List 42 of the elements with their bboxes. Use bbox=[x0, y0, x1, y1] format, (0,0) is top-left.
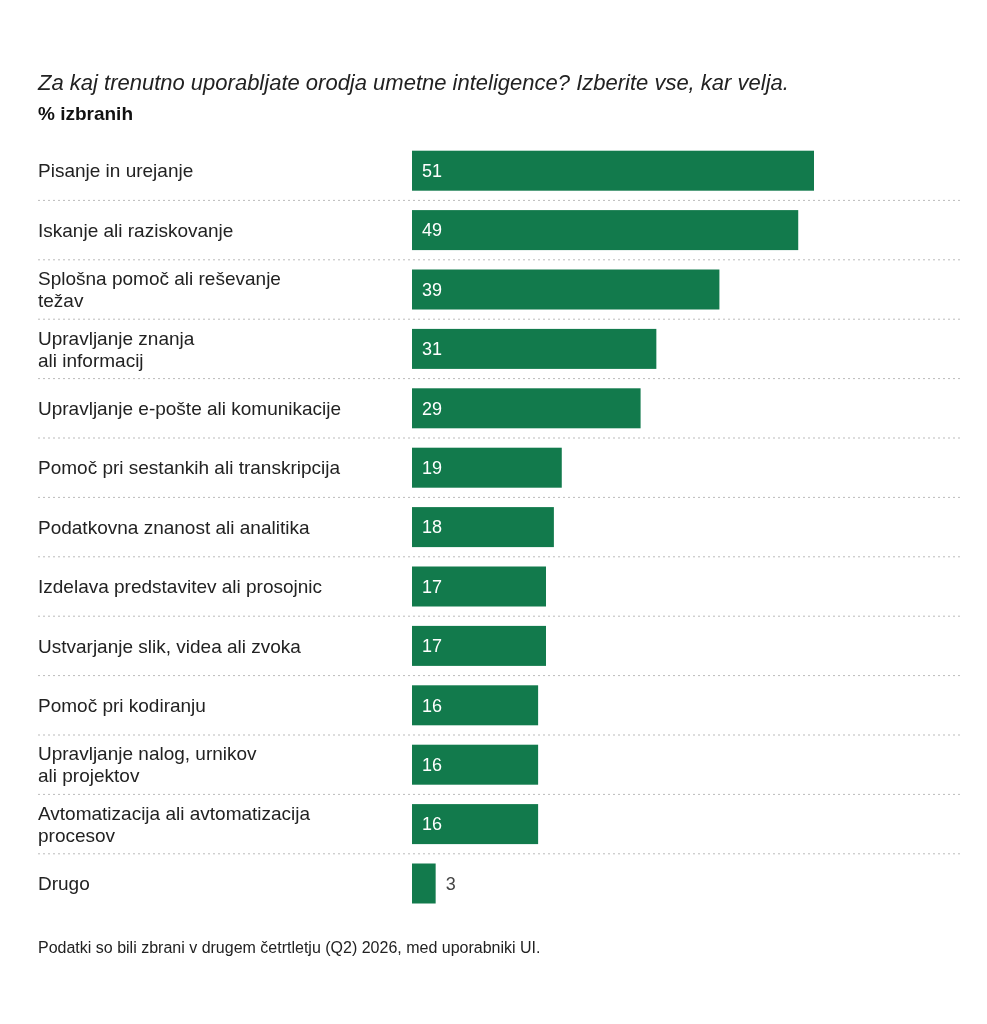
data-label: 16 bbox=[422, 755, 443, 775]
y-tick-label: Upravljanje znanja ali informacij bbox=[38, 327, 195, 371]
y-tick-label: Podatkovna znanost ali analitika bbox=[38, 516, 310, 538]
text: Podatki so bili zbrani v drugem četrtletju (Q2) 2026, med uporabniki UI. bbox=[38, 939, 541, 956]
y-tick-label: Drugo bbox=[38, 873, 90, 895]
data-label: 49 bbox=[422, 220, 443, 241]
data-label: 19 bbox=[422, 458, 443, 478]
y-tick-label: Pomoč pri kodiranju bbox=[38, 694, 206, 716]
data-label: 31 bbox=[422, 339, 443, 360]
y-tick-label: Iskanje ali raziskovanje bbox=[38, 219, 234, 241]
data-label: 51 bbox=[422, 161, 443, 181]
bar bbox=[412, 328, 657, 369]
chart-title: Za kaj trenutno uporabljate orodja umetne inteligence? Izberite vse, kar velja. bbox=[37, 70, 789, 95]
bar bbox=[412, 507, 554, 548]
bar bbox=[412, 210, 799, 251]
bar bbox=[412, 804, 539, 845]
bar bbox=[412, 625, 546, 666]
y-tick-label: Pomoč pri sestankih ali transkripcija bbox=[38, 457, 341, 479]
bar bbox=[412, 863, 436, 904]
bar bbox=[412, 150, 814, 191]
y-tick-label: Pisanje in urejanje bbox=[38, 160, 194, 182]
bar bbox=[412, 269, 720, 310]
data-label: 16 bbox=[422, 695, 443, 716]
y-tick-label: Izdelava predstavitev ali prosojnic bbox=[38, 576, 323, 598]
bar bbox=[412, 447, 562, 488]
bar bbox=[412, 744, 539, 785]
y-tick-label: Avtomatizacija ali avtomatizacija procesov bbox=[38, 802, 311, 846]
data-label: 29 bbox=[422, 398, 443, 419]
text: % izbranih bbox=[38, 103, 134, 124]
bar bbox=[412, 388, 641, 429]
data-label: 3 bbox=[445, 873, 456, 894]
y-tick-label: Ustvarjanje slik, videa ali zvoka bbox=[38, 635, 302, 657]
y-tick-label: Splošna pomoč ali reševanje težav bbox=[38, 268, 281, 312]
bar bbox=[412, 685, 539, 726]
data-label: 18 bbox=[422, 517, 443, 538]
y-tick-label: Upravljanje e-pošte ali komunikacije bbox=[38, 397, 342, 419]
data-label: 17 bbox=[422, 576, 443, 597]
data-label: 16 bbox=[422, 814, 443, 835]
y-tick-label: Upravljanje nalog, urnikov ali projektov bbox=[38, 743, 258, 787]
data-label: 17 bbox=[422, 636, 443, 657]
data-label: 39 bbox=[422, 279, 443, 300]
bar bbox=[412, 566, 546, 607]
